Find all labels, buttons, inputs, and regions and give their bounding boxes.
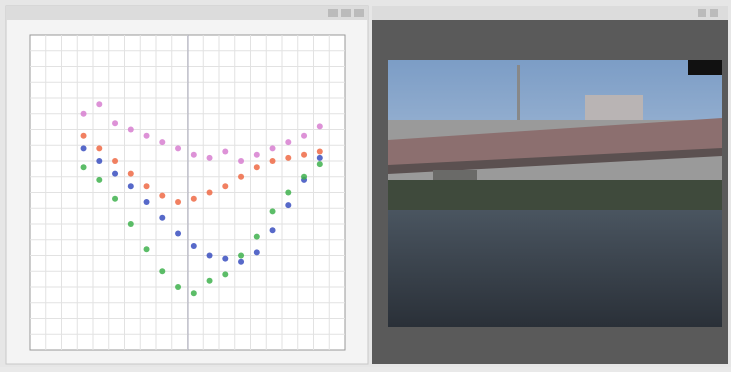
point	[238, 259, 244, 265]
point	[81, 145, 87, 151]
point	[128, 221, 134, 227]
point	[159, 268, 165, 274]
point	[317, 155, 323, 161]
point	[81, 164, 87, 170]
minimize-button[interactable]	[328, 9, 338, 17]
point	[222, 271, 228, 277]
point	[81, 111, 87, 117]
point	[128, 127, 134, 133]
point	[207, 253, 213, 259]
point	[96, 145, 102, 151]
title-bar	[372, 6, 728, 20]
point	[285, 190, 291, 196]
point	[175, 145, 181, 151]
point	[112, 171, 118, 177]
point	[301, 152, 307, 158]
point	[285, 139, 291, 145]
point	[96, 158, 102, 164]
point	[222, 183, 228, 189]
point	[270, 145, 276, 151]
point	[175, 199, 181, 205]
point	[144, 183, 150, 189]
point	[238, 174, 244, 180]
close-button[interactable]	[710, 9, 718, 17]
title-bar	[6, 6, 368, 20]
point	[144, 246, 150, 252]
point	[159, 139, 165, 145]
maximize-button[interactable]	[341, 9, 351, 17]
point	[301, 174, 307, 180]
point	[254, 249, 260, 255]
point	[285, 155, 291, 161]
point	[317, 149, 323, 155]
point	[175, 230, 181, 236]
point	[222, 149, 228, 155]
point	[112, 120, 118, 126]
point	[254, 152, 260, 158]
point	[144, 133, 150, 139]
point	[270, 227, 276, 233]
close-button[interactable]	[354, 9, 364, 17]
point	[207, 278, 213, 284]
point	[254, 164, 260, 170]
point	[285, 202, 291, 208]
point	[191, 243, 197, 249]
photo	[388, 60, 722, 327]
screen: (() => { const data = JSON.parse(documen…	[0, 0, 731, 367]
point	[159, 193, 165, 199]
point	[207, 190, 213, 196]
point	[301, 133, 307, 139]
point	[112, 196, 118, 202]
point	[159, 215, 165, 221]
point	[254, 234, 260, 240]
point	[317, 123, 323, 129]
point	[270, 208, 276, 214]
point	[238, 253, 244, 259]
point	[96, 101, 102, 107]
point	[128, 183, 134, 189]
point	[112, 158, 118, 164]
point	[207, 155, 213, 161]
point	[191, 196, 197, 202]
point	[191, 290, 197, 296]
point	[175, 284, 181, 290]
point	[81, 133, 87, 139]
point	[222, 256, 228, 262]
point	[96, 177, 102, 183]
point	[191, 152, 197, 158]
point	[317, 161, 323, 167]
point	[128, 171, 134, 177]
point	[238, 158, 244, 164]
minimize-button[interactable]	[698, 9, 706, 17]
desktop	[0, 0, 731, 367]
point	[270, 158, 276, 164]
point	[144, 199, 150, 205]
